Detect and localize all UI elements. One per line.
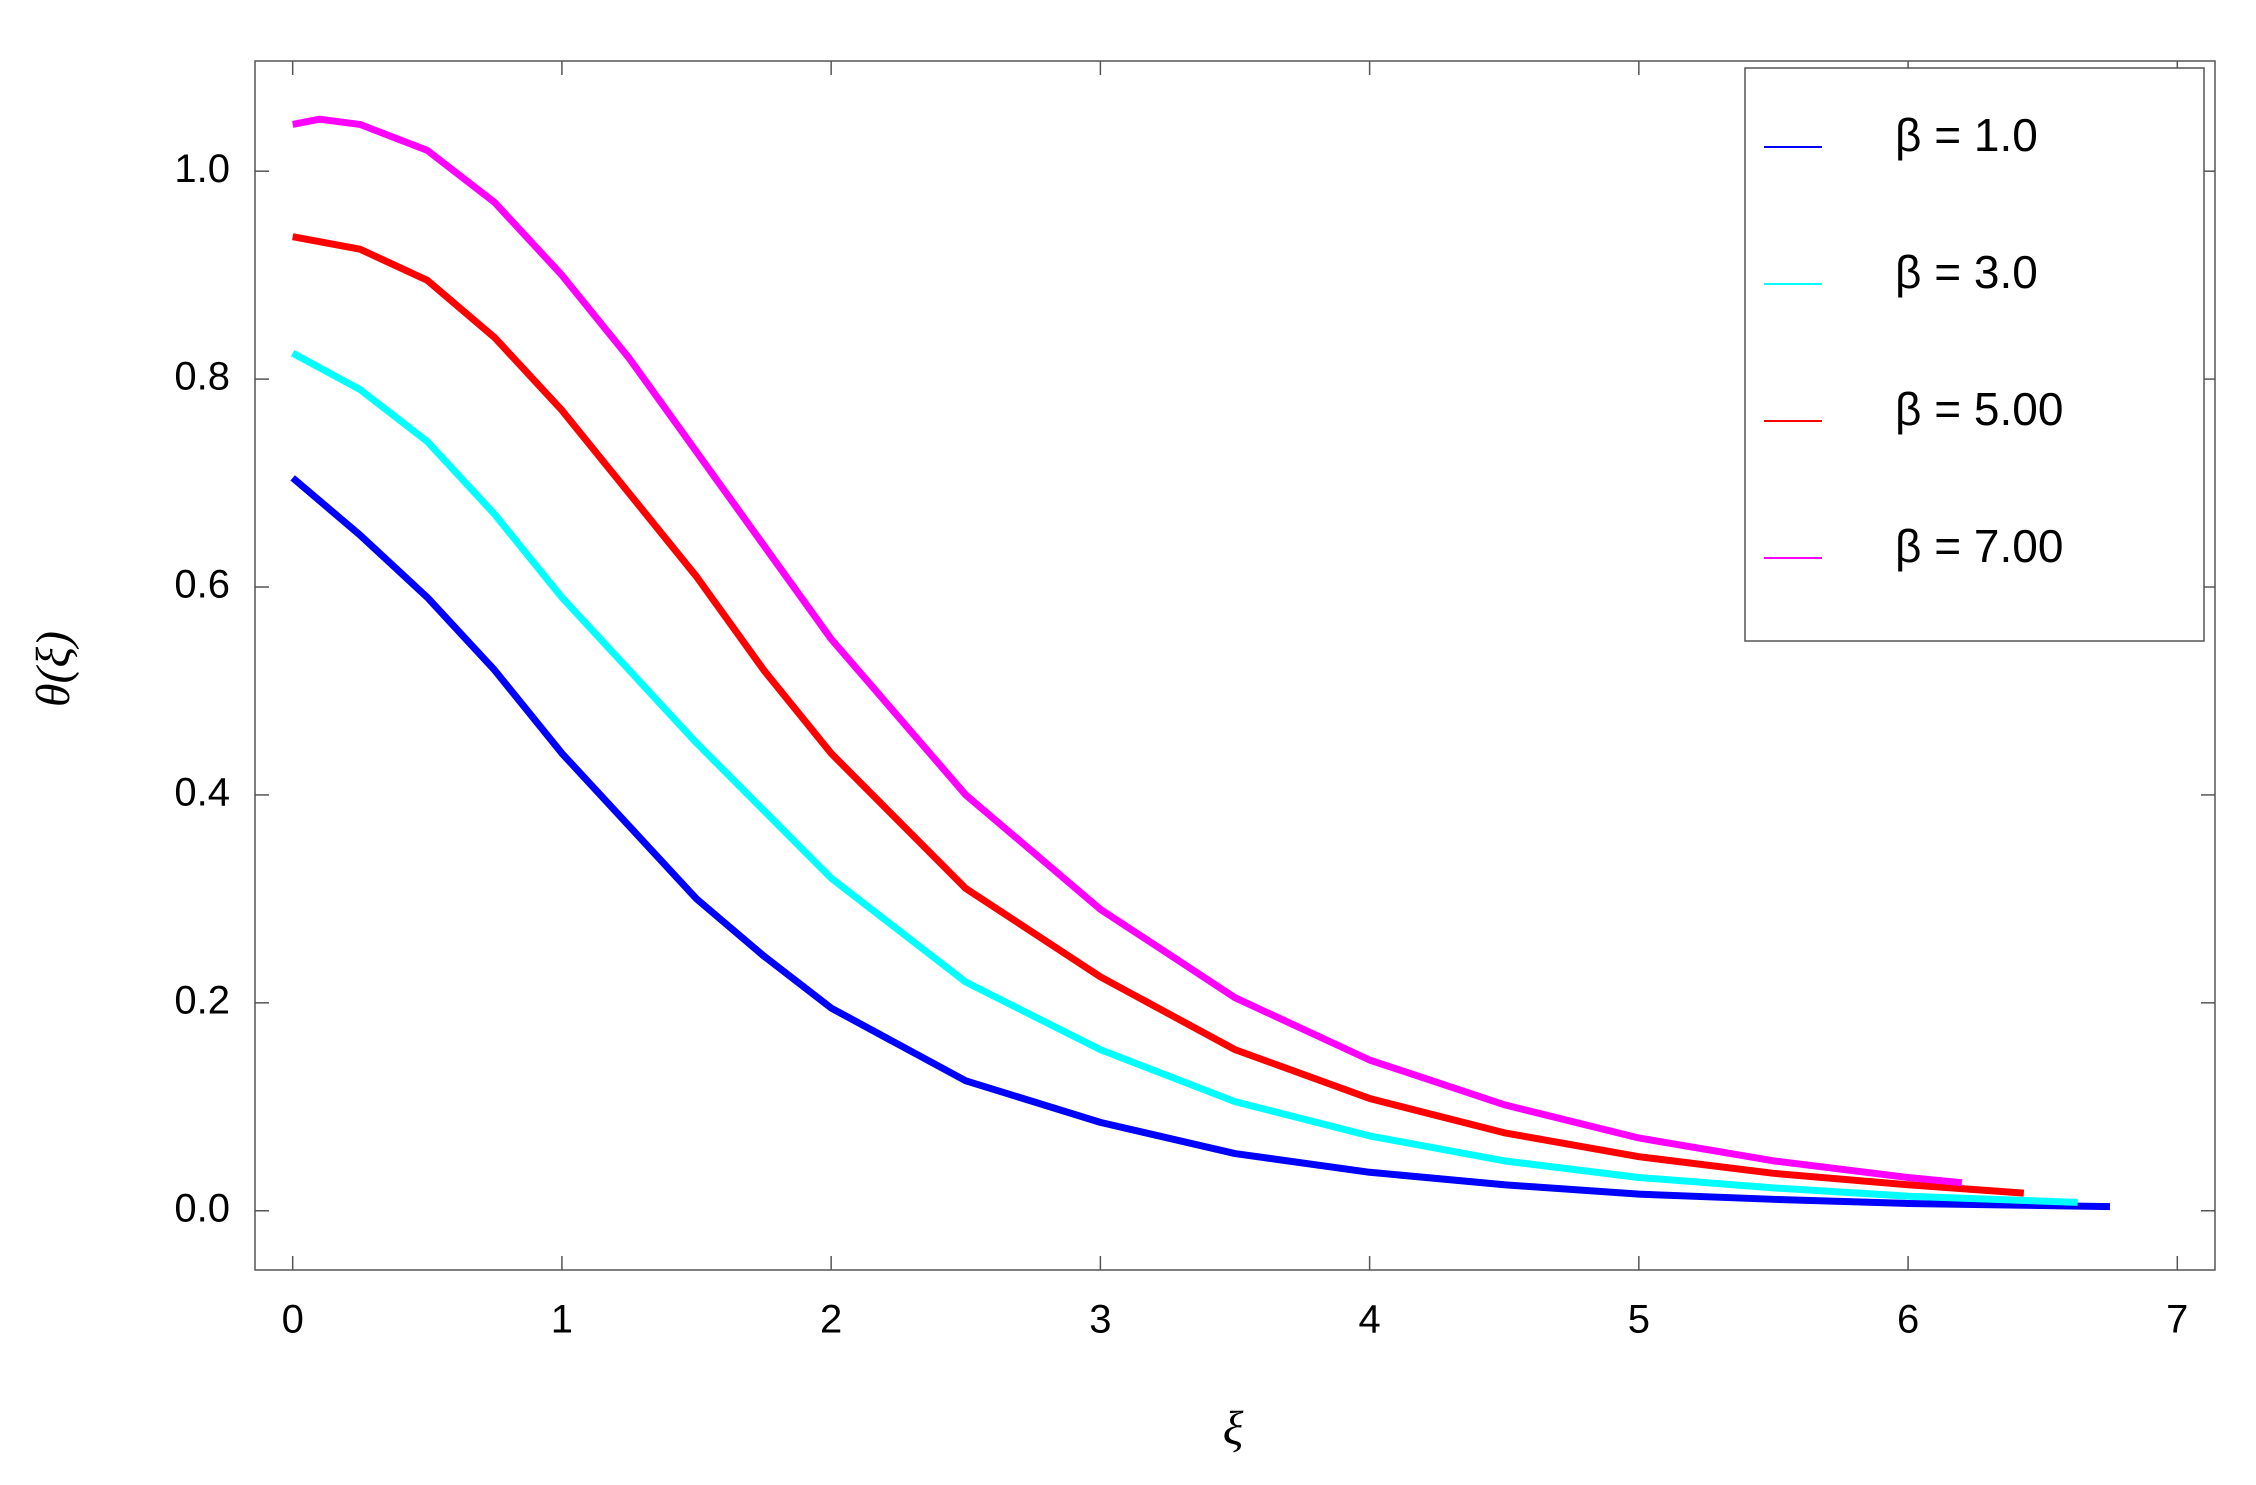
y-axis-label: θ(ξ) (27, 631, 80, 707)
y-tick-label: 0.4 (174, 770, 230, 814)
y-tick-label: 0.6 (174, 563, 230, 607)
x-tick-label: 7 (2166, 1298, 2188, 1342)
legend-label: β = 7.00 (1895, 520, 2063, 572)
line-series (292, 233, 2025, 1197)
x-tick-label: 6 (1897, 1298, 1919, 1342)
line-series (290, 475, 2111, 1211)
x-tick-label: 5 (1628, 1298, 1650, 1342)
plot-frame (254, 60, 2216, 1271)
x-tick-label: 1 (551, 1298, 573, 1342)
line-series (292, 115, 1963, 1187)
line-series (291, 350, 2078, 1206)
x-tick-label: 3 (1089, 1298, 1111, 1342)
x-tick-label: 4 (1358, 1298, 1380, 1342)
x-axis-label: ξ (1223, 1402, 1244, 1455)
legend-label: β = 1.0 (1895, 109, 2038, 161)
y-tick-label: 1.0 (174, 147, 230, 191)
legend-label: β = 5.00 (1895, 383, 2063, 435)
y-tick-label: 0.0 (174, 1186, 230, 1230)
x-tick-label: 2 (820, 1298, 842, 1342)
y-tick-label: 0.8 (174, 355, 230, 399)
legend-label: β = 3.0 (1895, 246, 2038, 298)
y-tick-label: 0.2 (174, 978, 230, 1022)
legend-box (1744, 67, 2205, 642)
x-tick-label: 0 (282, 1298, 304, 1342)
